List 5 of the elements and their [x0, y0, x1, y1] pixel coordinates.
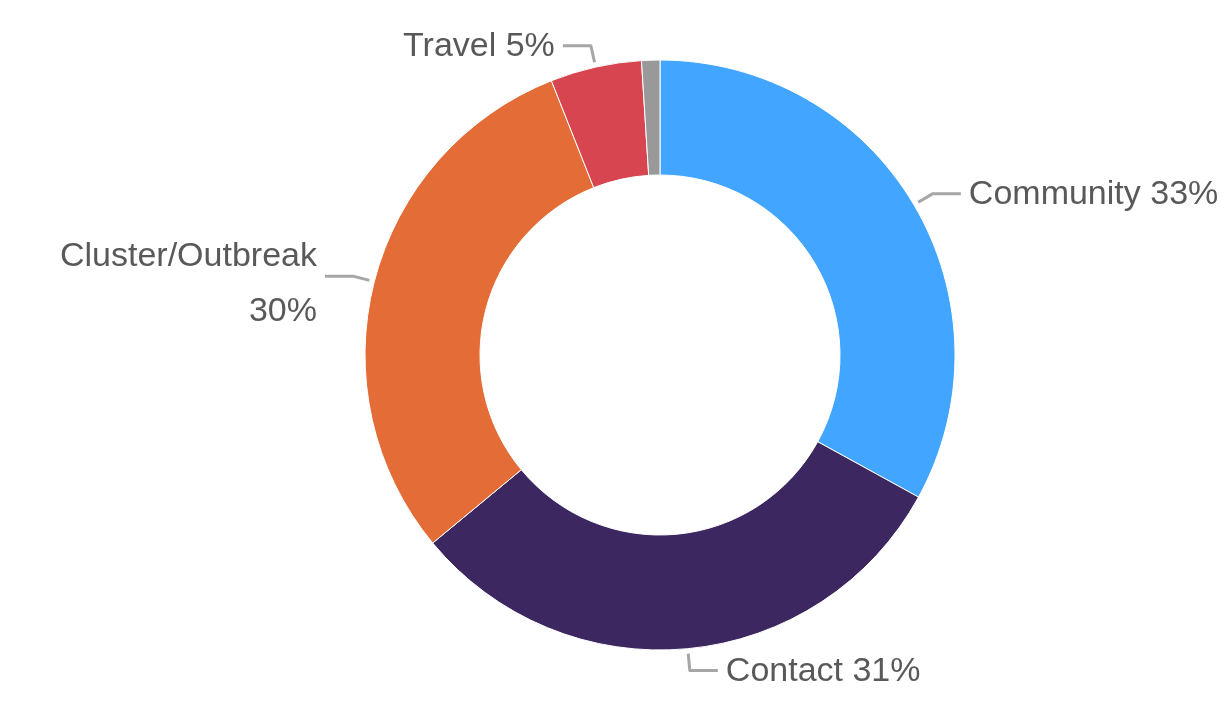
slice-label: Cluster/Outbreak — [59, 235, 318, 274]
slice-label: Contact 31% — [725, 649, 921, 688]
slice-label: Travel 5% — [403, 24, 555, 63]
data-label: 30% — [248, 290, 317, 329]
slice-label: Community 33% — [968, 172, 1219, 211]
